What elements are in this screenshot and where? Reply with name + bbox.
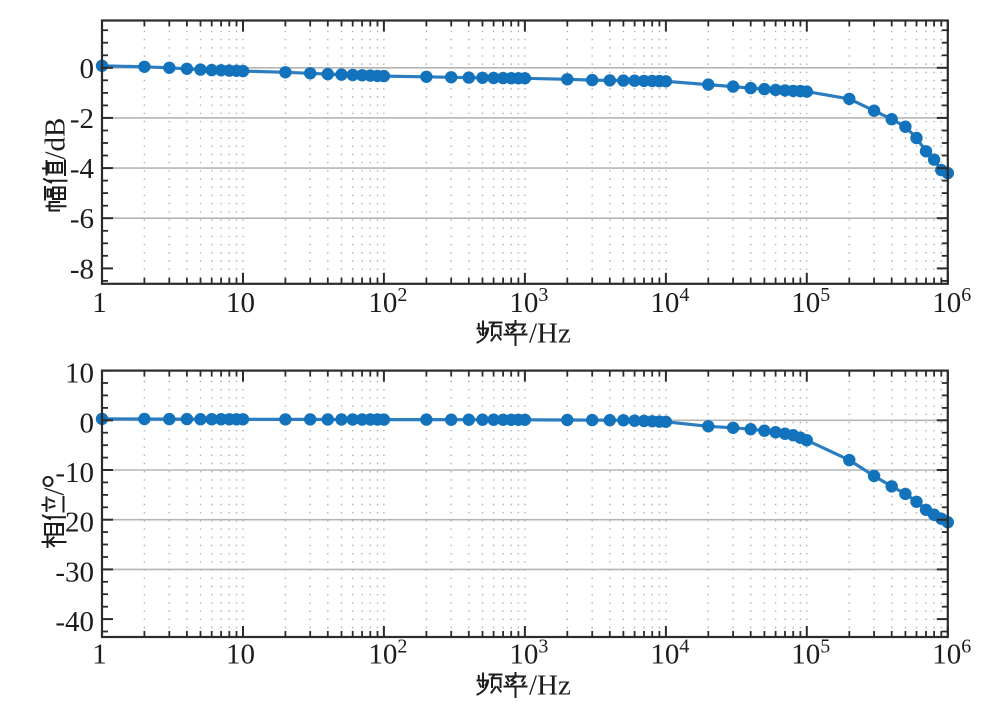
svg-text:/: /	[39, 487, 71, 496]
svg-text:-40: -40	[55, 606, 94, 638]
svg-text:105: 105	[791, 284, 830, 319]
svg-text:0: 0	[80, 53, 95, 85]
svg-text:0: 0	[80, 407, 95, 439]
svg-text:-8: -8	[70, 253, 94, 285]
svg-text:104: 104	[650, 636, 689, 671]
svg-text:10: 10	[226, 287, 255, 319]
svg-text:/Hz: /Hz	[529, 318, 571, 350]
svg-text:10: 10	[226, 639, 255, 671]
svg-text:-30: -30	[55, 556, 94, 588]
svg-text:-2: -2	[70, 103, 94, 135]
svg-text:-6: -6	[70, 203, 94, 235]
svg-text:-20: -20	[55, 507, 94, 539]
svg-text:-10: -10	[55, 457, 94, 489]
svg-text:/dB: /dB	[40, 118, 72, 160]
svg-text:/Hz: /Hz	[529, 670, 571, 702]
svg-text:1: 1	[92, 287, 107, 319]
svg-text:1: 1	[92, 639, 107, 671]
svg-text:-4: -4	[70, 153, 95, 185]
svg-text:10: 10	[65, 358, 94, 390]
